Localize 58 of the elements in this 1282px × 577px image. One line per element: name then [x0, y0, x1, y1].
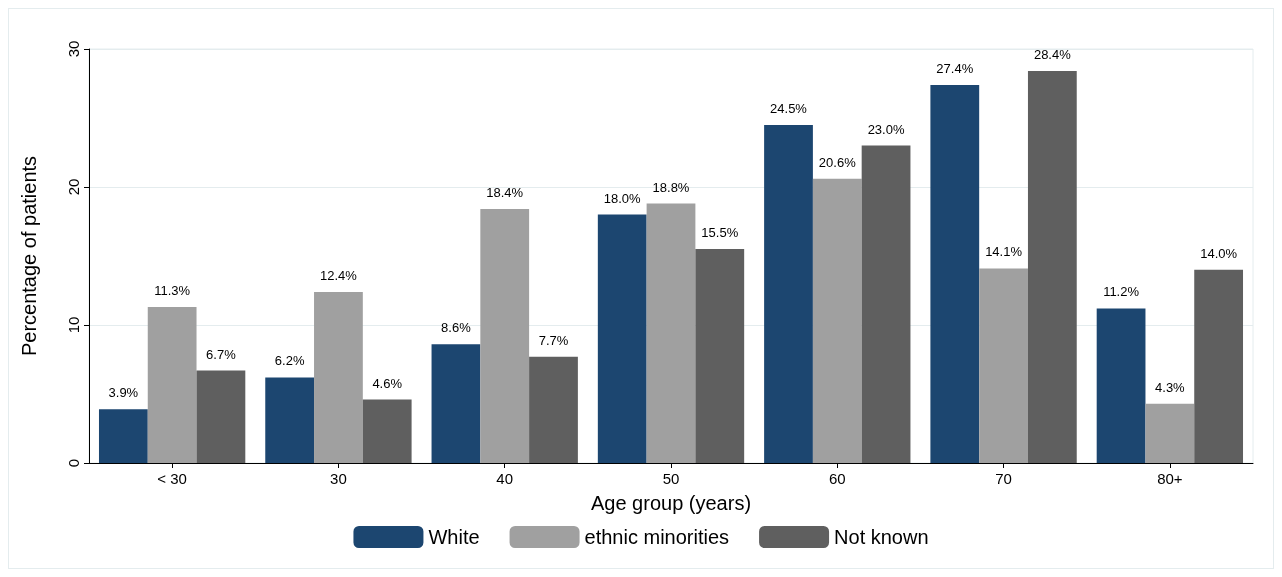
bar — [98, 409, 148, 463]
bar — [597, 214, 647, 463]
data-label: 15.5% — [701, 225, 739, 241]
bar — [431, 344, 481, 463]
x-tick-label: 70 — [995, 470, 1012, 487]
data-label: 14.1% — [985, 244, 1023, 260]
data-label: 4.3% — [1155, 379, 1186, 395]
bar — [979, 268, 1028, 463]
data-label: 18.4% — [486, 185, 524, 201]
x-tick-label: < 30 — [157, 470, 187, 487]
bar — [764, 124, 813, 463]
data-label: 23.0% — [867, 121, 905, 137]
bar — [695, 249, 745, 463]
data-label: 6.7% — [206, 346, 237, 362]
x-tick-label: 40 — [496, 470, 514, 487]
x-tick-label: 30 — [330, 470, 347, 487]
bar — [196, 370, 246, 463]
bar — [1027, 71, 1077, 463]
y-tick-label: 0 — [65, 458, 82, 468]
bar — [147, 307, 197, 463]
y-tick-label: 30 — [65, 40, 82, 58]
x-tick-label: 60 — [828, 470, 846, 487]
legend-label: Not known — [834, 526, 929, 548]
bar — [812, 178, 862, 463]
x-axis-title: Age group (years) — [590, 492, 752, 514]
bar — [1096, 308, 1146, 463]
data-label: 3.9% — [108, 385, 139, 401]
data-label: 27.4% — [936, 60, 974, 76]
bar — [362, 399, 412, 463]
data-label: 24.5% — [770, 100, 808, 116]
data-label: 8.6% — [441, 320, 472, 336]
bar — [1145, 403, 1195, 463]
data-label: 12.4% — [319, 267, 358, 283]
data-label: 20.6% — [818, 154, 857, 170]
legend-label: White — [428, 526, 480, 548]
data-label: 18.0% — [603, 190, 642, 206]
bar — [265, 377, 315, 463]
data-label: 11.2% — [1103, 284, 1140, 300]
data-label: 11.3% — [154, 283, 191, 299]
x-tick-label: 80+ — [1157, 470, 1183, 487]
data-label: 14.0% — [1200, 245, 1238, 261]
data-label: 7.7% — [538, 332, 569, 348]
y-axis-title: Percentage of patients — [18, 155, 40, 357]
bar — [861, 145, 911, 463]
bar — [1194, 269, 1244, 463]
y-tick-label: 20 — [65, 178, 82, 196]
bar — [930, 84, 980, 463]
x-tick-label: 50 — [662, 470, 680, 487]
data-label: 18.8% — [652, 179, 690, 195]
data-label: 6.2% — [274, 353, 305, 369]
data-label: 28.4% — [1033, 47, 1072, 63]
bar — [646, 203, 696, 463]
data-label: 4.6% — [372, 375, 403, 391]
bar — [480, 209, 530, 463]
bar — [314, 291, 363, 463]
y-tick-label: 10 — [65, 316, 82, 334]
bar — [529, 356, 578, 463]
legend-label: ethnic minorities — [584, 526, 730, 548]
